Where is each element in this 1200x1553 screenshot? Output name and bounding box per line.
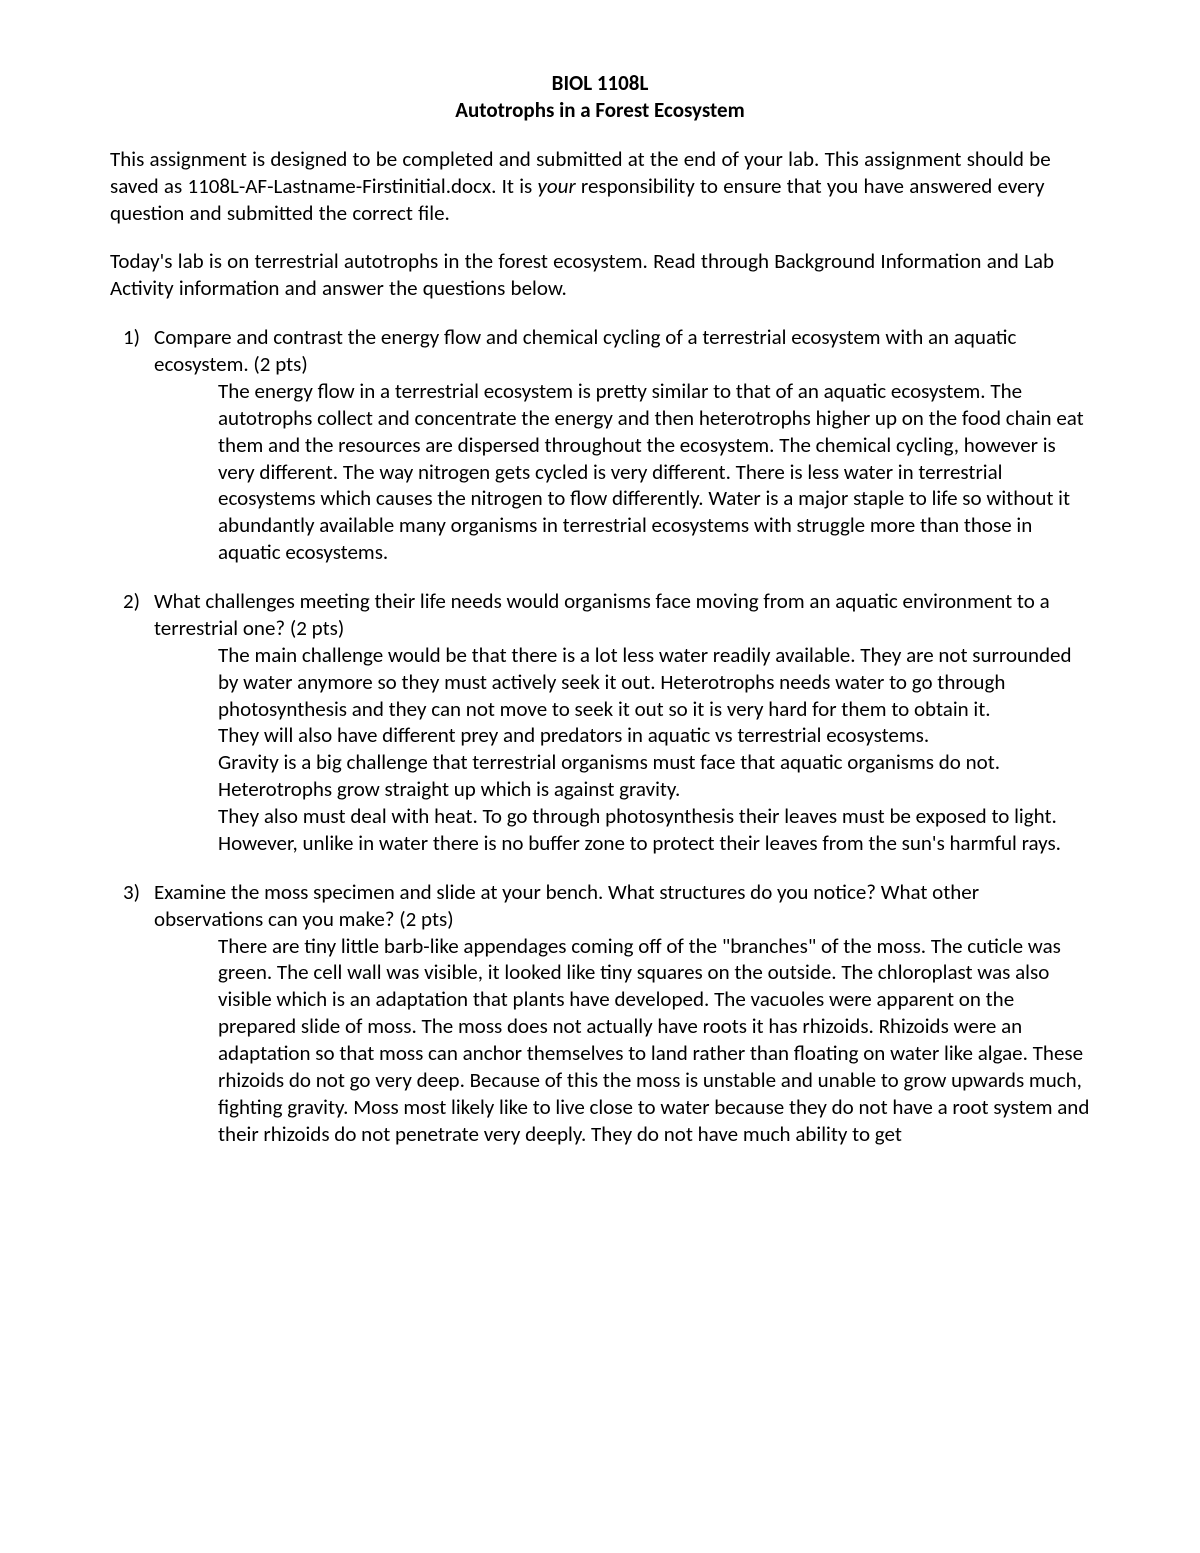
question-prompt: Compare and contrast the energy flow and…	[154, 324, 1090, 378]
question-prompt: Examine the moss specimen and slide at y…	[154, 879, 1090, 933]
question-item: 1)Compare and contrast the energy flow a…	[110, 324, 1090, 566]
question-answer: The energy flow in a terrestrial ecosyst…	[154, 378, 1090, 566]
document-title: Autotrophs in a Forest Ecosystem	[110, 97, 1090, 124]
question-row: 2)What challenges meeting their life nee…	[110, 588, 1090, 857]
answer-paragraph: There are tiny little barb-like appendag…	[218, 933, 1090, 1148]
answer-paragraph: Gravity is a big challenge that terrestr…	[218, 749, 1090, 803]
question-row: 1)Compare and contrast the energy flow a…	[110, 324, 1090, 566]
intro-paragraph-2: Today's lab is on terrestrial autotrophs…	[110, 248, 1090, 302]
question-answer: The main challenge would be that there i…	[154, 642, 1090, 857]
question-item: 2)What challenges meeting their life nee…	[110, 588, 1090, 857]
question-body: Compare and contrast the energy flow and…	[154, 324, 1090, 566]
question-number: 3)	[110, 879, 154, 1148]
question-list: 1)Compare and contrast the energy flow a…	[110, 324, 1090, 1147]
question-body: Examine the moss specimen and slide at y…	[154, 879, 1090, 1148]
document-header: BIOL 1108L Autotrophs in a Forest Ecosys…	[110, 70, 1090, 124]
answer-paragraph: The main challenge would be that there i…	[218, 642, 1090, 723]
question-row: 3)Examine the moss specimen and slide at…	[110, 879, 1090, 1148]
course-code: BIOL 1108L	[110, 70, 1090, 97]
question-number: 2)	[110, 588, 154, 857]
question-answer: There are tiny little barb-like appendag…	[154, 933, 1090, 1148]
question-item: 3)Examine the moss specimen and slide at…	[110, 879, 1090, 1148]
answer-paragraph: The energy flow in a terrestrial ecosyst…	[218, 378, 1090, 566]
intro-paragraph-1: This assignment is designed to be comple…	[110, 146, 1090, 227]
answer-paragraph: They will also have different prey and p…	[218, 722, 1090, 749]
question-prompt: What challenges meeting their life needs…	[154, 588, 1090, 642]
question-body: What challenges meeting their life needs…	[154, 588, 1090, 857]
intro-p1-italic: your	[537, 173, 575, 199]
answer-paragraph: They also must deal with heat. To go thr…	[218, 803, 1090, 857]
question-number: 1)	[110, 324, 154, 566]
